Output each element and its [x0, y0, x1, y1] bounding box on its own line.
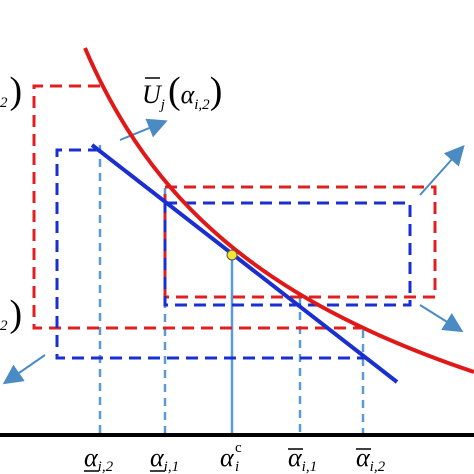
blue-boxes: [55, 148, 412, 360]
curve-label: Uj(αi,2): [142, 70, 222, 113]
label-sup: c: [235, 440, 242, 456]
label-paren: (: [168, 70, 181, 112]
label-sub: 2: [0, 95, 8, 111]
label-base: α: [356, 443, 371, 472]
label-base: α: [150, 443, 165, 472]
arrows: [2, 118, 465, 385]
label-base: U: [142, 80, 163, 109]
label-sub: j: [159, 97, 165, 113]
label-base: α: [181, 80, 196, 109]
axis-label: αc i: [220, 440, 242, 474]
label-sub: i,1: [302, 459, 317, 474]
axis-labels: αi,2 αi,1 αc i αi,1 αi,2: [84, 440, 386, 474]
axis-label: αi,1: [150, 443, 179, 474]
red-boxes: [32, 84, 437, 330]
guides: [98, 145, 365, 435]
label-paren: ): [10, 293, 23, 335]
tangent-line: [90, 143, 399, 384]
axis-label: αi,2: [84, 443, 114, 474]
label-base: α: [84, 443, 99, 472]
label-paren: ): [10, 70, 23, 112]
axis-label: αi,1: [288, 443, 317, 474]
label-sub: i,2: [98, 459, 114, 474]
label-sub: i,2: [370, 459, 386, 474]
label-base: α: [220, 443, 235, 472]
label-base: α: [288, 443, 303, 472]
left-label: 2): [0, 70, 22, 112]
tangent-point: [226, 249, 238, 261]
label-sub: i,1: [164, 459, 179, 474]
label-sub: i,2: [194, 97, 210, 113]
left-label: 2): [0, 293, 22, 335]
axis-label: αi,2: [356, 443, 386, 474]
label-paren: ): [210, 70, 223, 112]
indifference-curve: [83, 47, 474, 374]
label-sub: 2: [0, 318, 8, 334]
label-sub: i: [235, 459, 239, 474]
